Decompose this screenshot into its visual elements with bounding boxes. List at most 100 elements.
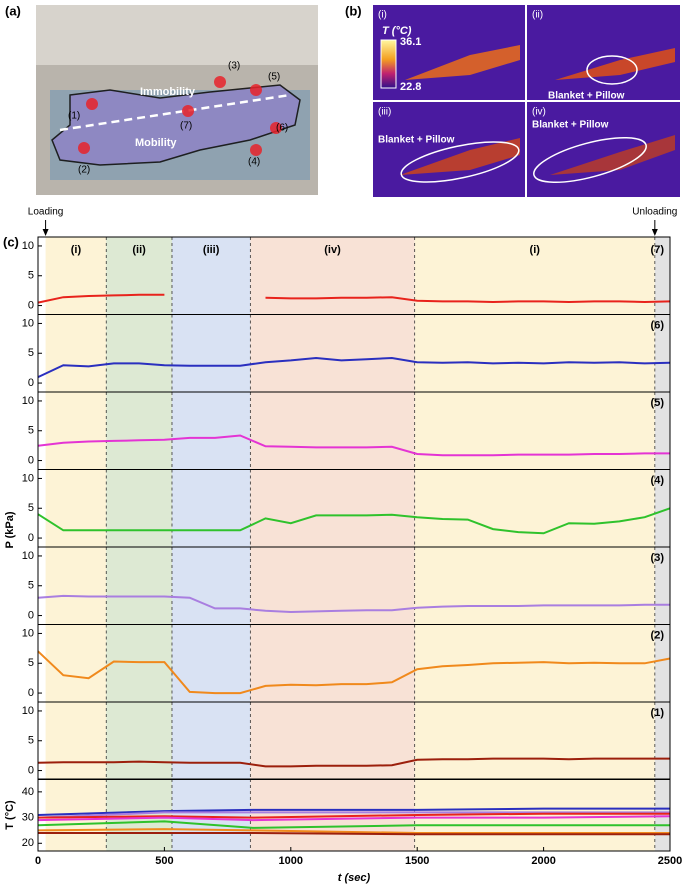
- colorbar: [380, 39, 397, 89]
- y-tick-label: 0: [28, 687, 34, 699]
- subplot-label: (7): [651, 244, 665, 256]
- view-note: Blanket + Pillow: [378, 135, 455, 146]
- highlight-ellipse: [400, 141, 520, 183]
- photo-annotation: (1): [68, 111, 80, 122]
- phase-region: [171, 392, 251, 470]
- data-line: [38, 832, 670, 836]
- subplot-label: (5): [651, 397, 665, 409]
- data-line: [37, 650, 671, 695]
- thermal-body: [555, 48, 675, 80]
- phase-region: [45, 392, 107, 470]
- photo-wall: [36, 5, 318, 65]
- y-tick-label: 10: [22, 472, 34, 484]
- y-tick-label: 5: [28, 270, 34, 282]
- sensor-dot: [270, 122, 282, 134]
- phase-region: [171, 314, 251, 392]
- photo-annotation: (4): [248, 157, 260, 168]
- y-tick-label: 10: [22, 550, 34, 562]
- view-label: (i): [378, 10, 387, 21]
- sensor-dot: [78, 142, 90, 154]
- y-tick-label: 5: [28, 657, 34, 669]
- photo-annotation: Mobility: [135, 137, 177, 149]
- data-line: [37, 293, 165, 304]
- subplot-label: (6): [651, 319, 665, 331]
- phase-region: [45, 702, 107, 780]
- phase-region: [654, 469, 670, 547]
- photo-annotation: (2): [78, 165, 90, 176]
- y-tick-label: 10: [22, 705, 34, 717]
- data-line: [37, 434, 670, 457]
- data-line: [37, 812, 670, 819]
- photo-annotation: (3): [228, 61, 240, 72]
- x-axis-label: t (sec): [338, 872, 371, 884]
- phase-region: [414, 702, 655, 780]
- data-line: [37, 507, 671, 535]
- phase-region: [106, 392, 172, 470]
- phase-region: [654, 392, 670, 470]
- subplot-label: (1): [651, 707, 665, 719]
- sensor-dot: [182, 105, 194, 117]
- event-label: Loading: [28, 207, 64, 218]
- event-arrowhead: [42, 229, 49, 236]
- highlight-ellipse: [533, 137, 647, 183]
- photo-annotation: (7): [180, 121, 192, 132]
- x-tick-label: 1500: [405, 855, 429, 867]
- y-tick-label: 0: [28, 454, 34, 466]
- phase-region: [45, 237, 107, 315]
- data-line: [37, 594, 670, 614]
- phase-region: [45, 547, 107, 625]
- y-tick-label: 10: [22, 627, 34, 639]
- y-tick-label: 20: [22, 837, 34, 849]
- phase-region: [45, 469, 107, 547]
- panel-label: (b): [345, 3, 362, 18]
- view-note: Blanket + Pillow: [548, 91, 625, 102]
- y-tick-label: 10: [22, 395, 34, 407]
- thermal-body: [550, 135, 675, 175]
- view-label: (ii): [532, 10, 543, 21]
- phase-region: [45, 314, 107, 392]
- phase-region: [106, 702, 172, 780]
- event-arrowhead: [651, 229, 658, 236]
- highlight-ellipse: [586, 55, 638, 85]
- view-label: (iii): [378, 107, 391, 118]
- photo-annotation: (6): [276, 123, 288, 134]
- phase-region: [414, 392, 655, 470]
- phase-region: [654, 702, 670, 780]
- x-tick-label: 2000: [531, 855, 555, 867]
- y-axis-label: T (°C): [4, 800, 16, 830]
- colorbar-max: 36.1: [400, 36, 421, 48]
- y-tick-label: 5: [28, 502, 34, 514]
- photo-annotation: (5): [268, 72, 280, 83]
- event-label: Unloading: [632, 207, 677, 218]
- thermal-body: [400, 138, 520, 175]
- x-tick-label: 1000: [279, 855, 303, 867]
- phase-region: [250, 314, 415, 392]
- phase-region: [106, 469, 172, 547]
- y-tick-label: 40: [22, 786, 34, 798]
- subplot-label: (2): [651, 629, 665, 641]
- sensor-dot: [214, 76, 226, 88]
- data-line: [37, 828, 670, 834]
- subplot-frame: [37, 778, 671, 852]
- data-line: [37, 815, 671, 822]
- data-line: [37, 757, 670, 768]
- phase-region: [106, 624, 172, 702]
- phase-label: (iii): [203, 244, 220, 256]
- phase-region: [45, 624, 107, 702]
- phase-region: [250, 624, 415, 702]
- phase-region: [171, 624, 251, 702]
- y-tick-label: 10: [22, 317, 34, 329]
- phase-region: [654, 779, 670, 851]
- y-tick-label: 10: [22, 240, 34, 252]
- panel-label: (c): [3, 234, 19, 249]
- y-tick-label: 30: [22, 811, 34, 823]
- photo-annotation: Immobility: [140, 86, 196, 98]
- panel-label: (a): [5, 3, 21, 18]
- x-tick-label: 2500: [658, 855, 682, 867]
- phase-region: [171, 779, 251, 851]
- phase-region: [106, 314, 172, 392]
- phase-label: (ii): [132, 244, 146, 256]
- x-tick-label: 0: [35, 855, 41, 867]
